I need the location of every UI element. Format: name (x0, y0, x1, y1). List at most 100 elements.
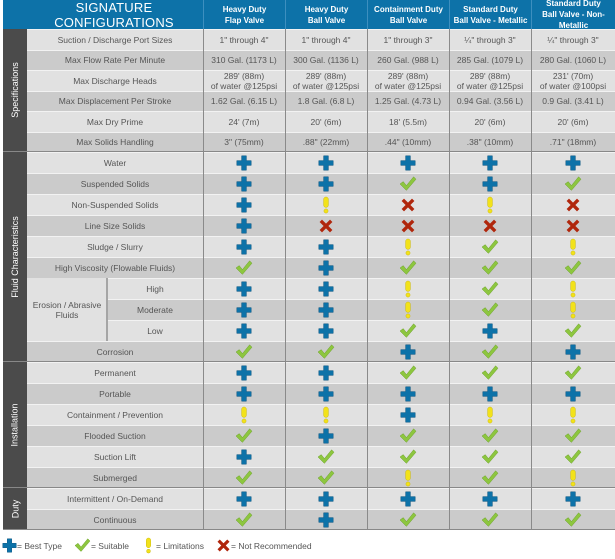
column-header: Heavy Duty Ball Valve (285, 0, 367, 29)
column-divider (449, 362, 450, 488)
column-header-line2: Flap Valve (224, 15, 265, 25)
x-icon (400, 218, 416, 234)
spec-value: 285 Gal. (1079 L) (449, 49, 531, 70)
plus-icon (236, 386, 252, 402)
spec-value: 289' (88m) of water @125psi (285, 70, 367, 91)
exclamation-icon (400, 469, 416, 487)
plus-icon (400, 491, 416, 507)
plus-icon (318, 386, 334, 402)
plus-icon (318, 302, 334, 318)
plus-icon (400, 407, 416, 423)
rating-cell (449, 215, 531, 236)
rating-cell (203, 425, 285, 446)
check-icon (481, 302, 499, 318)
check-icon (564, 449, 582, 465)
rating-cell (449, 320, 531, 341)
spec-value: 310 Gal. (1173 L) (203, 49, 285, 70)
column-divider (531, 29, 532, 152)
rating-cell (531, 257, 615, 278)
check-icon (481, 449, 499, 465)
row-label: Water (27, 152, 203, 173)
column-divider (449, 152, 450, 362)
row-label: Containment / Prevention (27, 404, 203, 425)
spec-value: 20' (6m) (285, 111, 367, 132)
rating-cell (449, 173, 531, 194)
check-icon (399, 449, 417, 465)
section-label: Duty (3, 488, 27, 530)
rating-cell (203, 257, 285, 278)
column-divider (531, 488, 532, 530)
column-divider (203, 488, 204, 530)
row-label: Max Displacement Per Stroke (27, 90, 203, 111)
exclamation-icon (482, 196, 498, 214)
rating-cell (449, 278, 531, 299)
rating-cell (285, 404, 367, 425)
row-label: Max Discharge Heads (27, 70, 203, 91)
check-icon (481, 470, 499, 486)
check-icon (564, 428, 582, 444)
exclamation-icon (400, 301, 416, 319)
x-icon (565, 218, 581, 234)
column-header: Containment Duty Ball Valve (367, 0, 449, 29)
rating-cell (449, 488, 531, 509)
exclamation-icon (236, 406, 252, 424)
rating-cell (449, 362, 531, 383)
rating-cell (285, 446, 367, 467)
rating-cell (449, 383, 531, 404)
spec-value: 0.9 Gal. (3.41 L) (531, 90, 615, 111)
column-header-line2: Ball Valve - Non-Metallic (542, 10, 605, 30)
column-divider (367, 29, 368, 152)
rating-cell (367, 509, 449, 530)
spec-value: 1.8 Gal. (6.8 L) (285, 90, 367, 111)
check-icon (317, 470, 335, 486)
row-label: Suction / Discharge Port Sizes (27, 29, 203, 50)
rating-cell (367, 362, 449, 383)
exclamation-icon (141, 537, 156, 554)
section-label-text: Specifications (10, 62, 20, 118)
plus-icon (565, 491, 581, 507)
rating-cell (203, 362, 285, 383)
rating-cell (531, 425, 615, 446)
x-icon (400, 197, 416, 213)
row-label: Portable (27, 383, 203, 404)
section-label-text: Duty (9, 499, 20, 518)
rating-cell (203, 509, 285, 530)
row-label: High Viscosity (Flowable Fluids) (27, 257, 203, 278)
spec-value: 20' (6m) (449, 111, 531, 132)
row-label: Line Size Solids (27, 215, 203, 236)
check-icon (481, 428, 499, 444)
rating-cell (203, 404, 285, 425)
plus-icon (318, 365, 334, 381)
spec-value: 260 Gal. (988 L) (367, 49, 449, 70)
legend-item: = Limitations (141, 537, 204, 554)
exclamation-icon (318, 406, 334, 424)
table-title: SIGNATURE CONFIGURATIONS (3, 0, 203, 30)
plus-icon (565, 155, 581, 171)
column-header-line1: Standard Duty (463, 4, 518, 14)
check-icon (481, 260, 499, 276)
exclamation-icon (565, 469, 581, 487)
rating-cell (285, 467, 367, 488)
x-icon (482, 218, 498, 234)
legend-label: = Limitations (156, 540, 204, 551)
check-icon (564, 323, 582, 339)
rating-cell (285, 152, 367, 173)
exclamation-icon (565, 238, 581, 256)
column-divider (531, 152, 532, 362)
exclamation-icon (565, 406, 581, 424)
check-icon (564, 260, 582, 276)
rating-cell (203, 215, 285, 236)
x-icon (565, 197, 581, 213)
rating-cell (531, 173, 615, 194)
plus-icon (236, 323, 252, 339)
rating-cell (449, 446, 531, 467)
check-icon (235, 260, 253, 276)
plus-icon (318, 155, 334, 171)
exclamation-icon (318, 196, 334, 214)
legend: = Best Type = Suitable = Limitations = Not … (2, 537, 324, 554)
check-icon (399, 260, 417, 276)
rating-cell (449, 509, 531, 530)
rating-cell (203, 383, 285, 404)
check-icon (481, 365, 499, 381)
check-icon (399, 323, 417, 339)
